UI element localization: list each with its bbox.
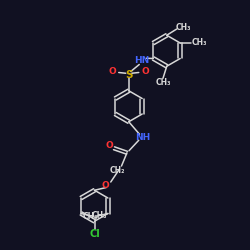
Text: CH₃: CH₃ (91, 212, 107, 220)
Text: O: O (102, 181, 110, 190)
Text: HN: HN (134, 56, 150, 65)
Text: CH₂: CH₂ (109, 166, 125, 175)
Text: O: O (105, 141, 113, 150)
Text: NH: NH (135, 133, 150, 142)
Text: S: S (125, 70, 132, 80)
Text: O: O (142, 67, 150, 76)
Text: CH₃: CH₃ (191, 38, 207, 48)
Text: CH₃: CH₃ (155, 78, 171, 87)
Text: CH₃: CH₃ (82, 212, 98, 220)
Text: CH₃: CH₃ (176, 22, 192, 32)
Text: O: O (108, 67, 116, 76)
Text: Cl: Cl (89, 229, 100, 239)
